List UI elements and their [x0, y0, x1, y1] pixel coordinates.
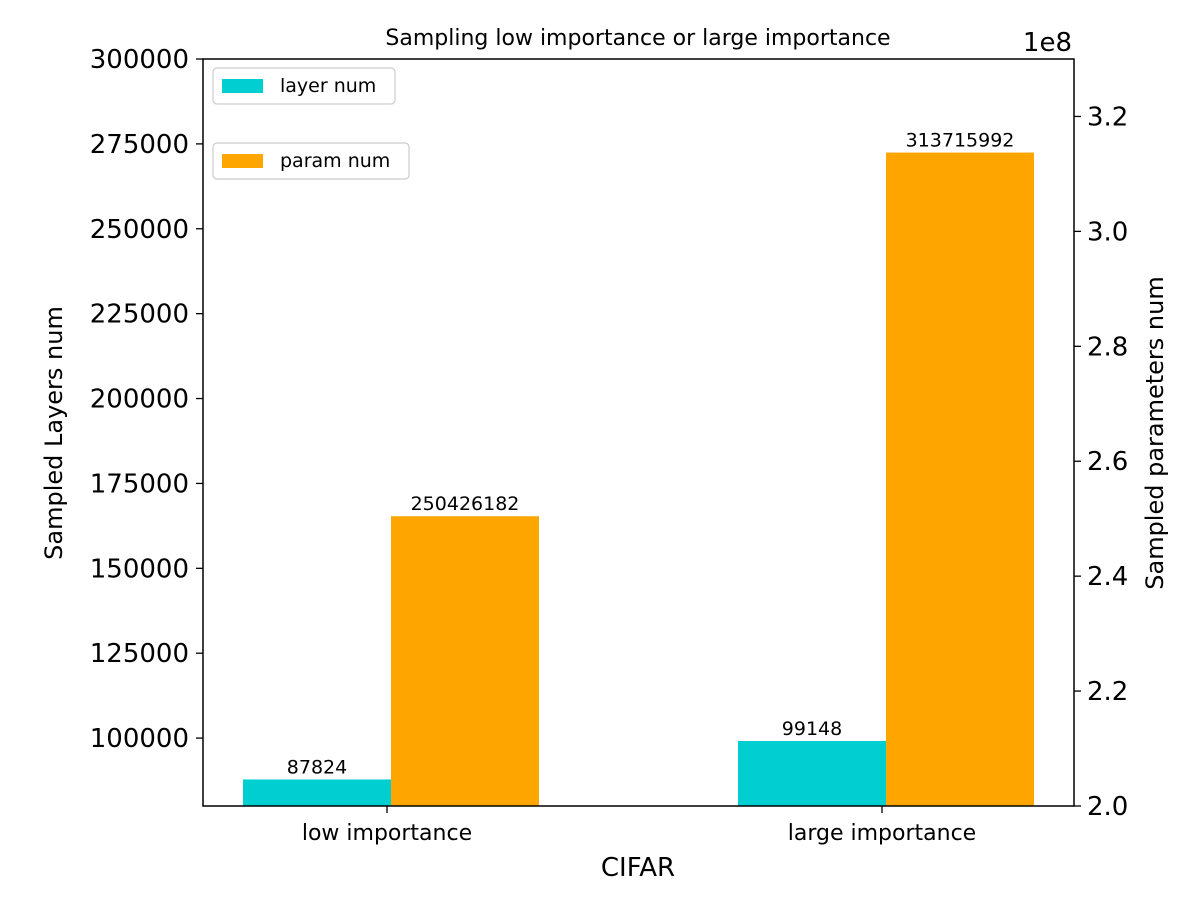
- bar-param-num-0: [391, 516, 539, 806]
- right-tick-label: 3.0: [1087, 217, 1128, 247]
- left-tick-label: 275000: [90, 130, 189, 160]
- x-tick-label: low importance: [302, 821, 472, 846]
- legend-layer-num: layer num: [212, 67, 396, 105]
- data-label-param-num-1: 313715992: [906, 130, 1015, 152]
- left-tick-label: 250000: [90, 215, 189, 245]
- left-tick-label: 125000: [90, 639, 189, 669]
- right-tick-label: 2.8: [1087, 332, 1128, 362]
- left-tick-label: 300000: [90, 45, 189, 75]
- x-tick-label: large importance: [788, 821, 976, 846]
- legend-swatch: [222, 154, 263, 168]
- plot-frame: [202, 58, 1075, 807]
- right-tick-label: 2.6: [1087, 447, 1128, 477]
- data-label-layer-num-1: 99148: [782, 718, 842, 740]
- left-tick-label: 175000: [90, 469, 189, 499]
- right-axis-label: Sampled parameters num: [1141, 276, 1169, 590]
- chart-title: Sampling low importance or large importa…: [385, 26, 890, 51]
- left-tick-label: 150000: [90, 554, 189, 584]
- legend: layer num param num: [212, 67, 410, 180]
- right-tick-label: 2.4: [1087, 562, 1128, 592]
- data-label-param-num-0: 250426182: [411, 493, 520, 515]
- bar-labels: 87824 99148 250426182 313715992: [287, 130, 1015, 779]
- right-tick-label: 3.2: [1087, 102, 1128, 132]
- right-axis-offset: 1e8: [1023, 28, 1072, 58]
- right-axis-ticks: 2.0 2.2 2.4 2.6 2.8 3.0 3.2: [1074, 102, 1128, 822]
- legend-swatch: [222, 79, 263, 93]
- bar-param-num-1: [886, 152, 1034, 806]
- data-label-layer-num-0: 87824: [287, 756, 347, 778]
- right-tick-label: 2.2: [1087, 677, 1128, 707]
- legend-box: [212, 142, 410, 180]
- left-tick-label: 225000: [90, 300, 189, 330]
- bars: [243, 152, 1034, 806]
- x-axis-label: CIFAR: [601, 853, 675, 883]
- legend-label: layer num: [280, 75, 376, 97]
- left-tick-label: 200000: [90, 385, 189, 415]
- left-axis-ticks: 100000 125000 150000 175000 200000 225000 2500…: [90, 45, 203, 754]
- bar-layer-num-1: [738, 740, 886, 806]
- legend-box: [212, 67, 396, 105]
- legend-label: param num: [280, 150, 390, 172]
- x-axis-ticks: low importance large importance: [302, 806, 976, 846]
- right-tick-label: 2.0: [1087, 792, 1128, 822]
- left-tick-label: 100000: [90, 724, 189, 754]
- left-axis-label: Sampled Layers num: [40, 306, 68, 560]
- legend-param-num: param num: [212, 142, 410, 180]
- bar-layer-num-0: [243, 779, 391, 806]
